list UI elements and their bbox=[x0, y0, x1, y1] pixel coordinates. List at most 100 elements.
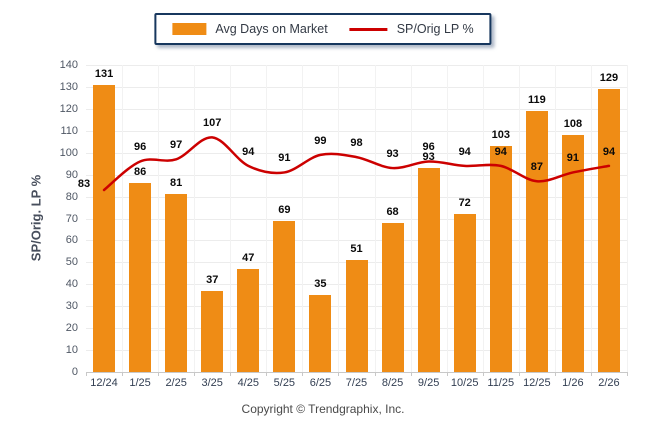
line-value-label: 99 bbox=[314, 134, 327, 147]
bar-value-label: 72 bbox=[458, 197, 471, 210]
legend: Avg Days on Market SP/Orig LP % bbox=[154, 13, 492, 45]
bar bbox=[525, 111, 548, 372]
x-tick-label: 1/25 bbox=[129, 377, 151, 389]
bar-value-label: 119 bbox=[527, 94, 546, 107]
legend-label-bar: Avg Days on Market bbox=[215, 22, 328, 36]
x-tick-label: 1/26 bbox=[562, 377, 584, 389]
gridline bbox=[627, 65, 628, 372]
line-value-label: 94 bbox=[494, 145, 507, 158]
bar-value-label: 51 bbox=[350, 243, 363, 256]
x-axis-tick bbox=[555, 372, 556, 376]
gridline bbox=[194, 65, 195, 372]
gridline bbox=[230, 65, 231, 372]
y-tick-label: 30 bbox=[65, 300, 78, 313]
bar bbox=[237, 268, 260, 372]
bar bbox=[273, 220, 296, 372]
y-tick-label: 120 bbox=[59, 102, 78, 115]
bar bbox=[561, 135, 584, 372]
x-tick-label: 12/25 bbox=[523, 377, 551, 389]
x-axis-tick bbox=[411, 372, 412, 376]
x-axis-tick bbox=[627, 372, 628, 376]
bar bbox=[165, 194, 188, 372]
y-tick-label: 50 bbox=[65, 256, 78, 269]
y-tick-label: 10 bbox=[65, 344, 78, 357]
bar bbox=[129, 183, 152, 372]
bar bbox=[489, 146, 512, 372]
x-tick-label: 10/25 bbox=[450, 377, 479, 389]
gridline bbox=[86, 196, 627, 198]
bar bbox=[417, 168, 440, 372]
x-axis-tick bbox=[158, 372, 159, 376]
gridline bbox=[86, 152, 627, 154]
x-axis-line bbox=[86, 372, 628, 373]
gridline bbox=[86, 108, 627, 110]
x-axis-tick bbox=[338, 372, 339, 376]
line-value-label: 91 bbox=[278, 152, 291, 165]
x-axis-tick bbox=[266, 372, 267, 376]
line-value-label: 94 bbox=[458, 145, 471, 158]
line-value-label: 96 bbox=[133, 141, 147, 154]
x-tick-label: 6/25 bbox=[309, 377, 332, 389]
x-axis-tick bbox=[375, 372, 376, 376]
line-value-label: 96 bbox=[422, 141, 435, 154]
gridline bbox=[519, 65, 520, 372]
gridline bbox=[302, 65, 303, 372]
bar-value-label: 35 bbox=[314, 278, 327, 291]
y-tick-label: 20 bbox=[65, 322, 78, 335]
gridline bbox=[86, 65, 627, 66]
line-value-label: 97 bbox=[170, 139, 183, 152]
x-tick-label: 5/25 bbox=[273, 377, 296, 389]
legend-label-line: SP/Orig LP % bbox=[396, 22, 474, 36]
line-value-label: 94 bbox=[602, 145, 616, 158]
bar-value-label: 68 bbox=[386, 205, 399, 218]
x-axis-tick bbox=[447, 372, 448, 376]
bar-value-label: 69 bbox=[278, 203, 291, 216]
y-tick-label: 100 bbox=[59, 146, 78, 159]
y-tick-label: 130 bbox=[59, 80, 78, 93]
gridline bbox=[86, 240, 627, 242]
line-value-label: 87 bbox=[530, 161, 543, 174]
bar bbox=[309, 295, 332, 372]
line-value-label: 93 bbox=[386, 148, 399, 161]
x-axis-tick bbox=[122, 372, 123, 376]
line-value-label: 98 bbox=[350, 137, 363, 150]
y-tick-label: 110 bbox=[60, 124, 78, 137]
bar bbox=[597, 89, 620, 372]
x-tick-label: 3/25 bbox=[201, 377, 223, 389]
gridline bbox=[411, 65, 412, 372]
x-axis-tick bbox=[194, 372, 195, 376]
bar-value-label: 129 bbox=[599, 72, 619, 85]
x-tick-label: 4/25 bbox=[237, 377, 259, 389]
bar-value-label: 86 bbox=[133, 166, 147, 179]
y-tick-label: 80 bbox=[65, 190, 78, 203]
copyright-text: Copyright © Trendgraphix, Inc. bbox=[241, 402, 405, 416]
y-tick-label: 0 bbox=[71, 366, 78, 378]
x-tick-label: 8/25 bbox=[381, 377, 404, 389]
y-tick-label: 60 bbox=[65, 234, 78, 247]
x-tick-label: 2/25 bbox=[165, 377, 187, 389]
line-value-label: 83 bbox=[77, 177, 91, 190]
plot-area: 131 86 81 37 47 69 35 51 68 93 72 103 119 108 129 83 96 9… bbox=[78, 65, 628, 372]
bar bbox=[201, 290, 224, 372]
x-tick-label: 11/25 bbox=[487, 377, 515, 389]
gridline bbox=[375, 65, 376, 372]
bar bbox=[345, 260, 368, 372]
gridline bbox=[555, 65, 556, 372]
line-series bbox=[102, 136, 611, 192]
x-tick-label: 7/25 bbox=[345, 377, 368, 389]
line-value-label: 107 bbox=[203, 117, 222, 130]
gridline bbox=[338, 65, 339, 372]
line-value-label: 91 bbox=[566, 152, 580, 165]
bar bbox=[453, 214, 476, 372]
bar-value-label: 103 bbox=[491, 129, 510, 142]
bar-value-label: 108 bbox=[563, 118, 583, 131]
gridline bbox=[86, 130, 627, 132]
y-tick-label: 140 bbox=[59, 59, 78, 71]
bar-value-label: 93 bbox=[422, 151, 435, 164]
bar bbox=[93, 84, 116, 372]
x-axis-tick bbox=[86, 372, 87, 376]
gridline bbox=[266, 65, 267, 372]
y-tick-label: 90 bbox=[65, 168, 78, 181]
gridline bbox=[158, 65, 159, 372]
gridline bbox=[591, 65, 592, 372]
